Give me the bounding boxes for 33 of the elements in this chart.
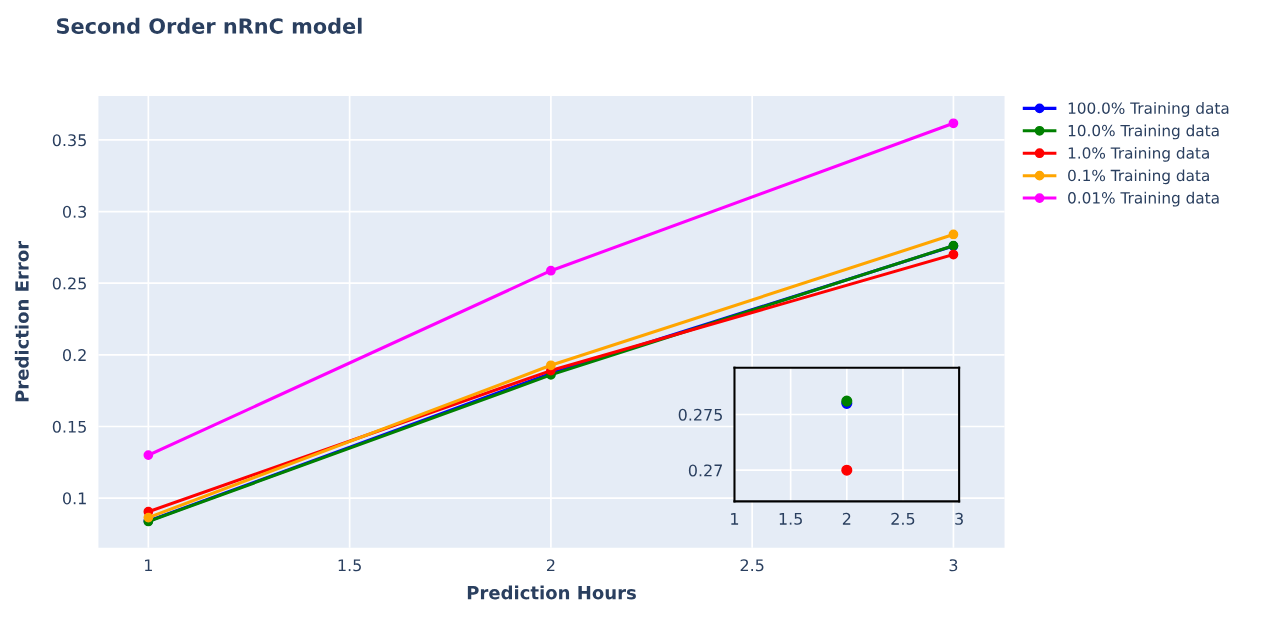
- point: [546, 265, 556, 276]
- y-axis-title: Prediction Error: [14, 240, 29, 402]
- legend-label: 0.1% Training data: [1068, 169, 1209, 185]
- x-tick-label: 1.5: [338, 559, 361, 572]
- y-tick-label: 0.15: [52, 420, 86, 433]
- y-tick-label: 0.1: [62, 492, 86, 505]
- point: [143, 512, 154, 523]
- x-tick-label: 2: [842, 512, 851, 525]
- point: [948, 249, 959, 260]
- legend-label: 0.01% Training data: [1068, 191, 1219, 207]
- x-tick-label: 2.5: [740, 559, 764, 572]
- point: [948, 118, 959, 129]
- x-tick-label: 2.5: [891, 512, 915, 525]
- legend-label: 1.0% Training data: [1068, 146, 1209, 162]
- y-tick-label: 0.275: [678, 408, 722, 421]
- legend-label: 10.0% Training data: [1068, 124, 1219, 140]
- x-tick-label: 3: [955, 512, 963, 525]
- chart-title: Second Order nRnC model: [57, 17, 362, 34]
- x-tick-label: 1: [145, 559, 152, 572]
- y-tick-label: 0.25: [52, 277, 86, 290]
- y-tick-label: 0.2: [62, 349, 86, 362]
- x-axis-title: Prediction Hours: [467, 585, 636, 600]
- y-tick-label: 0.35: [52, 134, 86, 147]
- x-tick-label: 1: [731, 512, 739, 525]
- point: [143, 450, 154, 460]
- x-tick-label: 1.5: [779, 512, 802, 525]
- x-tick-label: 3: [949, 559, 958, 572]
- point: [546, 360, 556, 371]
- y-tick-label: 0.3: [62, 205, 87, 218]
- legend-label: 100.0% Training data: [1068, 102, 1229, 117]
- y-tick-label: 0.27: [688, 464, 723, 477]
- point: [948, 229, 959, 240]
- x-tick-label: 2: [546, 559, 555, 572]
